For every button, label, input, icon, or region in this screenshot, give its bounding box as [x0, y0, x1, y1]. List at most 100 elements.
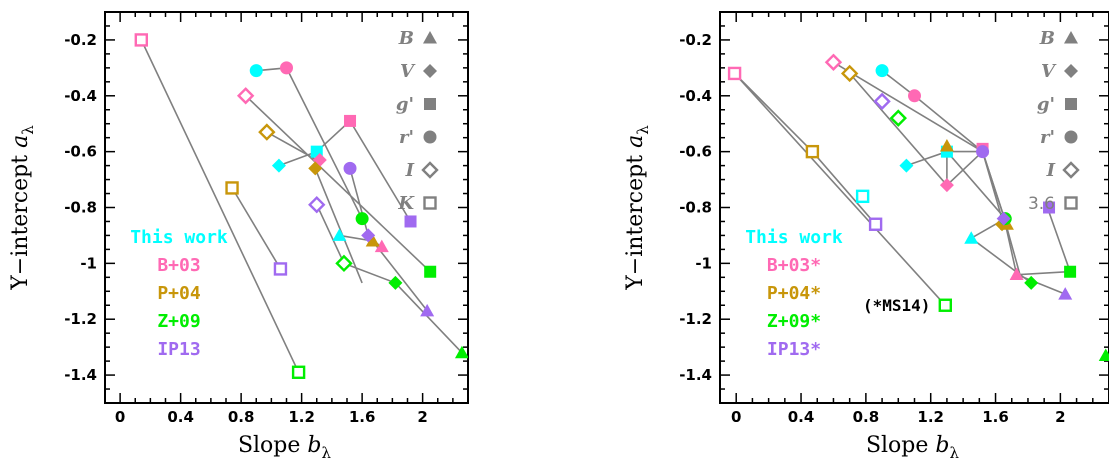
x-tick-label: 1.6 — [349, 408, 376, 426]
connector-line — [833, 61, 984, 153]
y-tick-label: -0.2 — [64, 31, 97, 49]
legend-entry: This work — [745, 227, 843, 248]
y-tick-label: -0.6 — [64, 143, 97, 161]
data-point — [454, 345, 468, 359]
legend-entry: Z+09 — [157, 311, 200, 332]
x-axis-subscript: λ — [950, 444, 960, 462]
data-point — [964, 231, 979, 244]
x-tick-label: 0 — [731, 408, 741, 426]
y-axis-subscript: λ — [634, 125, 652, 135]
data-point — [361, 228, 376, 243]
band-key-label: V — [1041, 61, 1057, 82]
band-key-label: g' — [1037, 94, 1055, 115]
data-point — [365, 234, 380, 247]
y-axis-title: Y−intercept aλ — [8, 125, 37, 291]
data-point — [840, 64, 859, 83]
y-axis-subscript: λ — [19, 125, 37, 135]
data-point — [1098, 348, 1109, 362]
data-point — [291, 365, 306, 379]
connector-line — [906, 150, 1032, 284]
x-axis-title-word: Slope — [866, 433, 928, 458]
data-point — [404, 215, 417, 228]
data-point — [976, 145, 990, 159]
x-tick-label: 1.2 — [288, 408, 315, 426]
band-key-label: I — [405, 160, 415, 181]
x-tick-label: 0.8 — [853, 408, 880, 426]
y-axis-symbol: a — [623, 135, 648, 148]
y-tick-label: -1 — [695, 254, 712, 272]
data-point — [225, 181, 239, 195]
data-point — [873, 92, 891, 111]
data-point — [258, 123, 276, 141]
connector-line — [314, 168, 363, 284]
x-axis-title-word: Slope — [238, 433, 300, 458]
band-key-marker — [1065, 98, 1077, 110]
y-tick-label: -1.2 — [64, 310, 97, 328]
y-tick-label: -1 — [80, 254, 97, 272]
x-tick-label: 0.4 — [167, 408, 194, 426]
data-point — [805, 144, 820, 159]
y-tick-label: -1.4 — [64, 366, 97, 384]
data-point — [855, 189, 870, 204]
chart-panel-2: 0 0.4 0.8 1.2 1.6 2 -0.2 -0.4 -0.6 -0.8 -1 -1.2 -1.4… — [623, 11, 1109, 462]
band-key-label: B — [398, 28, 414, 49]
legend-entry: B+03 — [157, 255, 200, 276]
y-axis-title-word: Y−intercept — [623, 155, 648, 291]
legend-entry: P+04* — [767, 283, 821, 304]
band-key-marker — [423, 31, 437, 44]
data-point — [335, 254, 353, 273]
x-axis-title: Slope bλ — [238, 433, 332, 462]
connector-line — [256, 67, 363, 220]
data-point — [1064, 265, 1077, 278]
legend-entry: IP13 — [157, 339, 200, 360]
legend-entry: IP13* — [767, 339, 821, 360]
x-tick-label: 1.2 — [917, 408, 944, 426]
data-point — [1043, 201, 1056, 214]
legend-entry: Z+09* — [767, 311, 821, 332]
data-point — [824, 53, 843, 71]
y-tick-label: -1.2 — [679, 310, 712, 328]
data-markers — [727, 53, 1109, 362]
x-tick-label: 1.6 — [982, 408, 1009, 426]
x-axis-symbol: b — [307, 433, 321, 458]
data-point — [308, 196, 326, 214]
band-key-label: B — [1039, 28, 1055, 49]
band-key-label: 3.6 — [1028, 194, 1055, 214]
band-key-label: r' — [399, 127, 414, 148]
y-tick-label: -0.8 — [679, 199, 712, 217]
x-axis-title: Slope bλ — [866, 433, 960, 462]
x-axis-symbol: b — [935, 433, 949, 458]
band-key-marker — [1062, 161, 1080, 179]
connector-line — [316, 204, 463, 354]
band-key-marker — [1064, 64, 1078, 78]
data-point — [388, 275, 403, 290]
x-tick-label: 2 — [417, 408, 427, 426]
data-point — [271, 158, 286, 173]
band-key-label: r' — [1040, 127, 1055, 148]
connector-line — [245, 95, 431, 273]
data-point — [875, 64, 889, 78]
data-point — [343, 161, 357, 175]
data-point — [1024, 275, 1039, 290]
y-axis-symbol: a — [8, 135, 33, 148]
connector-line — [140, 39, 300, 373]
band-key-label: g' — [396, 94, 414, 115]
y-tick-label: -0.4 — [64, 87, 97, 105]
band-key-label: V — [400, 61, 416, 82]
y-tick-label: -0.2 — [679, 31, 712, 49]
data-point — [899, 158, 914, 173]
data-point — [420, 303, 435, 317]
x-tick-label: 0 — [115, 408, 125, 426]
band-key-marker — [423, 196, 437, 210]
data-markers — [134, 33, 468, 379]
data-point — [1009, 267, 1024, 281]
data-point — [889, 109, 907, 127]
x-axis-subscript: λ — [322, 444, 332, 462]
data-point — [332, 228, 347, 241]
data-point — [344, 114, 357, 127]
data-point — [1058, 287, 1073, 300]
data-point — [908, 89, 921, 103]
legend-entry: This work — [130, 227, 228, 248]
